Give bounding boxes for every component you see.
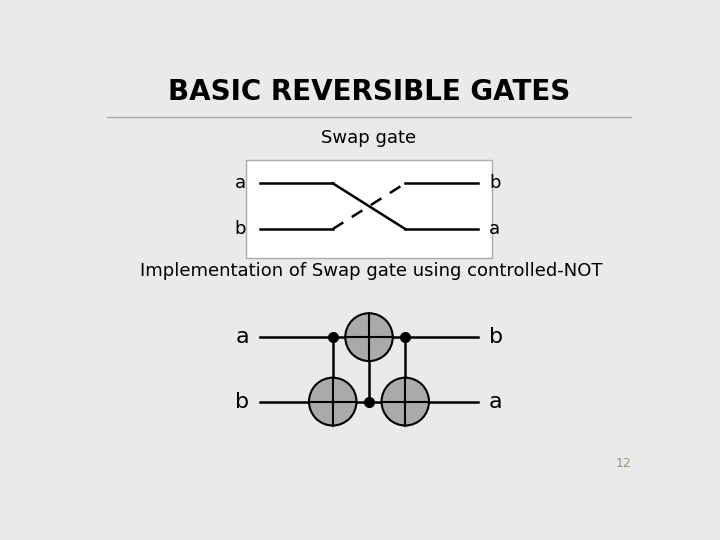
Text: b: b — [489, 174, 500, 192]
Text: a: a — [235, 327, 249, 347]
Ellipse shape — [382, 377, 429, 426]
FancyBboxPatch shape — [246, 160, 492, 258]
Text: a: a — [489, 392, 503, 411]
Text: a: a — [235, 174, 246, 192]
Text: Swap gate: Swap gate — [321, 129, 417, 146]
Text: Implementation of Swap gate using controlled-NOT: Implementation of Swap gate using contro… — [140, 261, 603, 280]
Ellipse shape — [309, 377, 356, 426]
Text: b: b — [489, 327, 503, 347]
Text: b: b — [235, 392, 249, 411]
Text: 12: 12 — [616, 457, 631, 470]
Text: BASIC REVERSIBLE GATES: BASIC REVERSIBLE GATES — [168, 78, 570, 106]
Text: b: b — [235, 220, 246, 238]
Text: a: a — [489, 220, 500, 238]
Ellipse shape — [346, 313, 392, 361]
